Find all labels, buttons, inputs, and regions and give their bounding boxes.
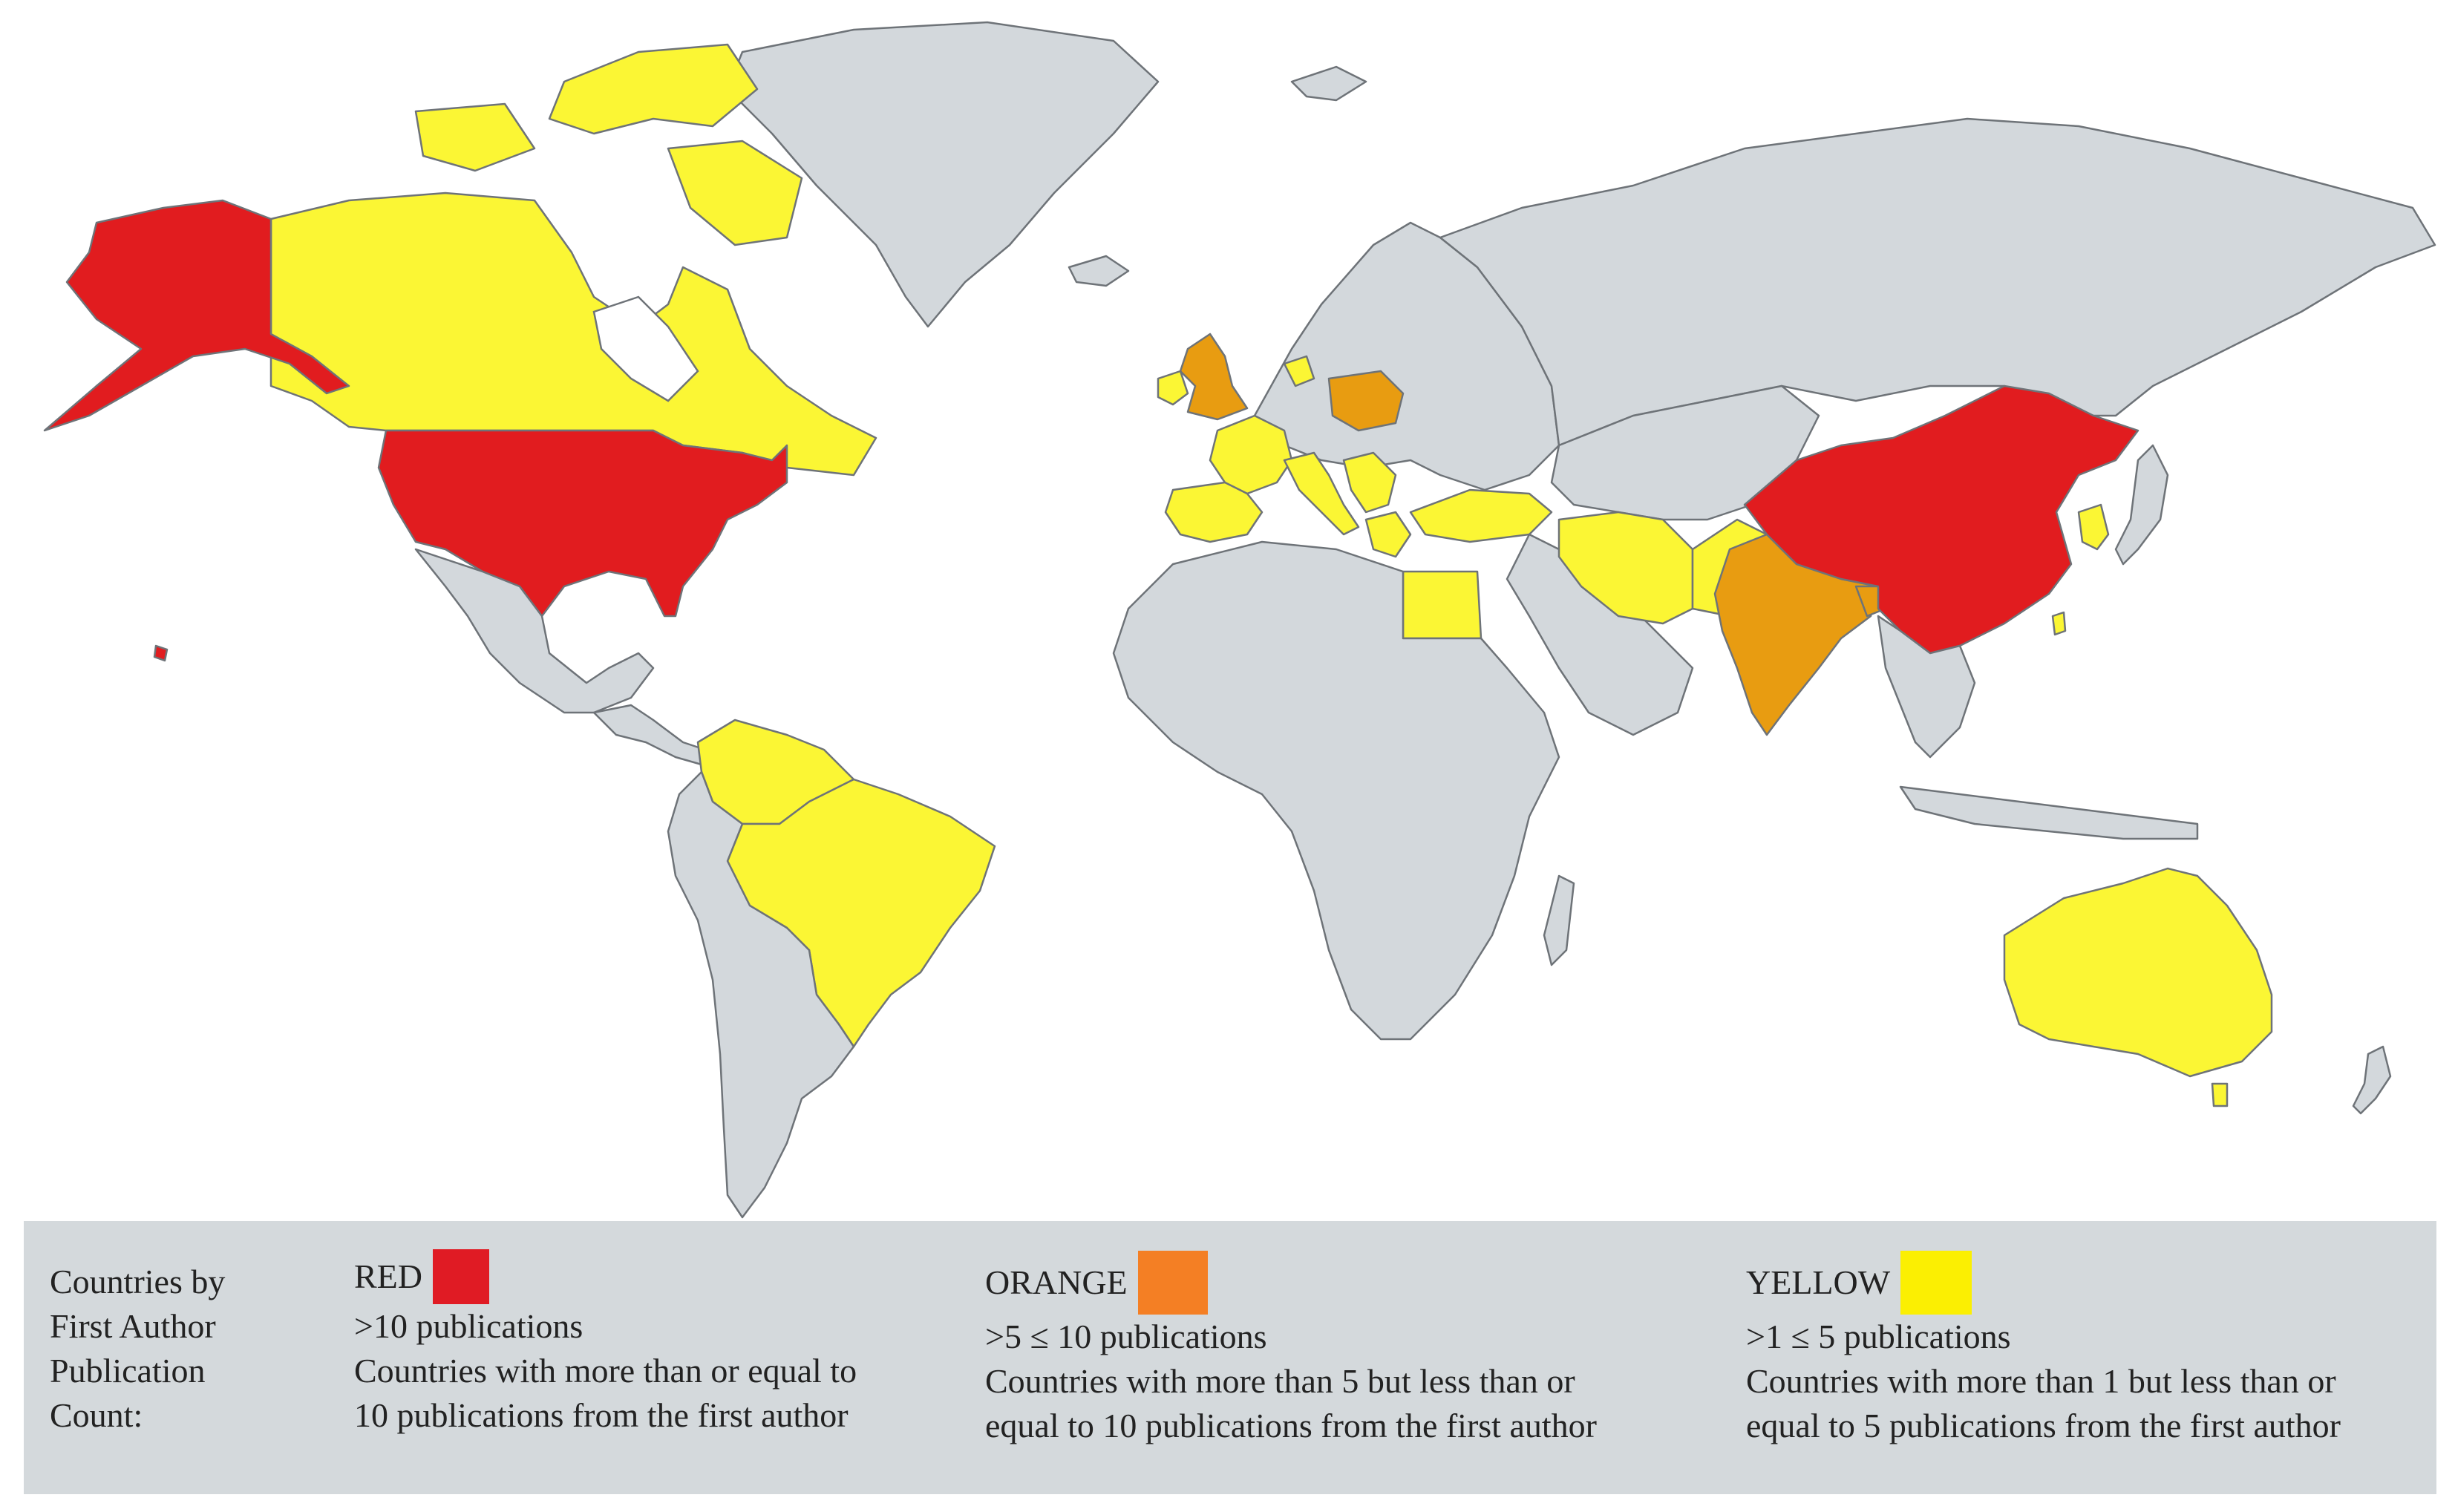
legend-yellow-desc-1: Countries with more than 1 but less than… [1746, 1362, 2336, 1400]
region-madagascar [1543, 874, 1575, 966]
region-korea [2077, 503, 2110, 551]
region-italy [1283, 451, 1360, 536]
region-indonesia [1899, 785, 2199, 840]
legend-title: Countries by First Author Publication Co… [50, 1260, 302, 1438]
legend-orange-desc-2: equal to 10 publications from the first … [985, 1407, 1597, 1444]
legend-title-line: First Author [50, 1307, 216, 1345]
legend-yellow-range: >1 ≤ 5 publications [1746, 1318, 2011, 1355]
legend-orange-desc-1: Countries with more than 5 but less than… [985, 1362, 1575, 1400]
region-tasmania [2211, 1082, 2229, 1107]
region-alaska [43, 199, 350, 432]
legend-item-orange: ORANGE >5 ≤ 10 publications Countries wi… [985, 1251, 1597, 1448]
region-australia [2003, 867, 2273, 1078]
region-greenland [726, 21, 1160, 328]
legend-title-line: Count: [50, 1396, 143, 1434]
legend-panel: Countries by First Author Publication Co… [24, 1221, 2436, 1494]
legend-red-swatch [433, 1249, 489, 1304]
region-taiwan [2051, 611, 2067, 636]
region-south-america-west [667, 770, 855, 1219]
region-canada-baffin [667, 140, 803, 246]
legend-red-desc-2: 10 publications from the first author [354, 1396, 849, 1434]
region-france [1209, 414, 1293, 495]
region-canada [269, 192, 877, 477]
region-ireland [1157, 370, 1189, 406]
legend-yellow-label: YELLOW [1746, 1263, 1891, 1301]
region-africa [1112, 540, 1560, 1041]
region-balkans [1342, 451, 1397, 514]
region-southeast-asia [1877, 615, 1976, 759]
legend-item-red: RED >10 publications Countries with more… [354, 1249, 857, 1438]
region-iberia [1164, 481, 1264, 543]
region-poland [1327, 370, 1405, 432]
legend-red-desc-1: Countries with more than or equal to [354, 1352, 857, 1390]
region-iceland [1068, 255, 1130, 287]
region-united-states [377, 429, 788, 618]
region-united-kingdom [1179, 333, 1249, 421]
region-netherlands [1283, 355, 1315, 387]
region-mexico [414, 548, 655, 714]
legend-title-line: Countries by [50, 1263, 226, 1300]
legend-title-line: Publication [50, 1352, 206, 1390]
region-greece [1364, 511, 1412, 558]
legend-orange-range: >5 ≤ 10 publications [985, 1318, 1267, 1355]
legend-item-yellow: YELLOW >1 ≤ 5 publications Countries wit… [1746, 1251, 2341, 1448]
region-svalbard [1290, 65, 1367, 102]
world-map [43, 21, 2436, 1219]
region-hawaii [153, 644, 169, 662]
region-canada-islands-west [414, 102, 536, 172]
legend-yellow-desc-2: equal to 5 publications from the first a… [1746, 1407, 2341, 1444]
region-japan [2114, 444, 2169, 566]
legend-yellow-swatch [1900, 1251, 1972, 1315]
region-turkey [1409, 488, 1553, 543]
region-canada-arctic-islands [548, 43, 759, 135]
region-iran [1557, 511, 1694, 625]
legend-red-label: RED [354, 1257, 422, 1295]
legend-orange-label: ORANGE [985, 1263, 1128, 1301]
legend-red-range: >10 publications [354, 1307, 583, 1345]
region-hudson-bay [592, 295, 699, 402]
legend-orange-swatch [1137, 1251, 1208, 1315]
region-egypt [1402, 570, 1483, 640]
region-china [1743, 384, 2139, 655]
region-new-zealand [2352, 1045, 2392, 1115]
